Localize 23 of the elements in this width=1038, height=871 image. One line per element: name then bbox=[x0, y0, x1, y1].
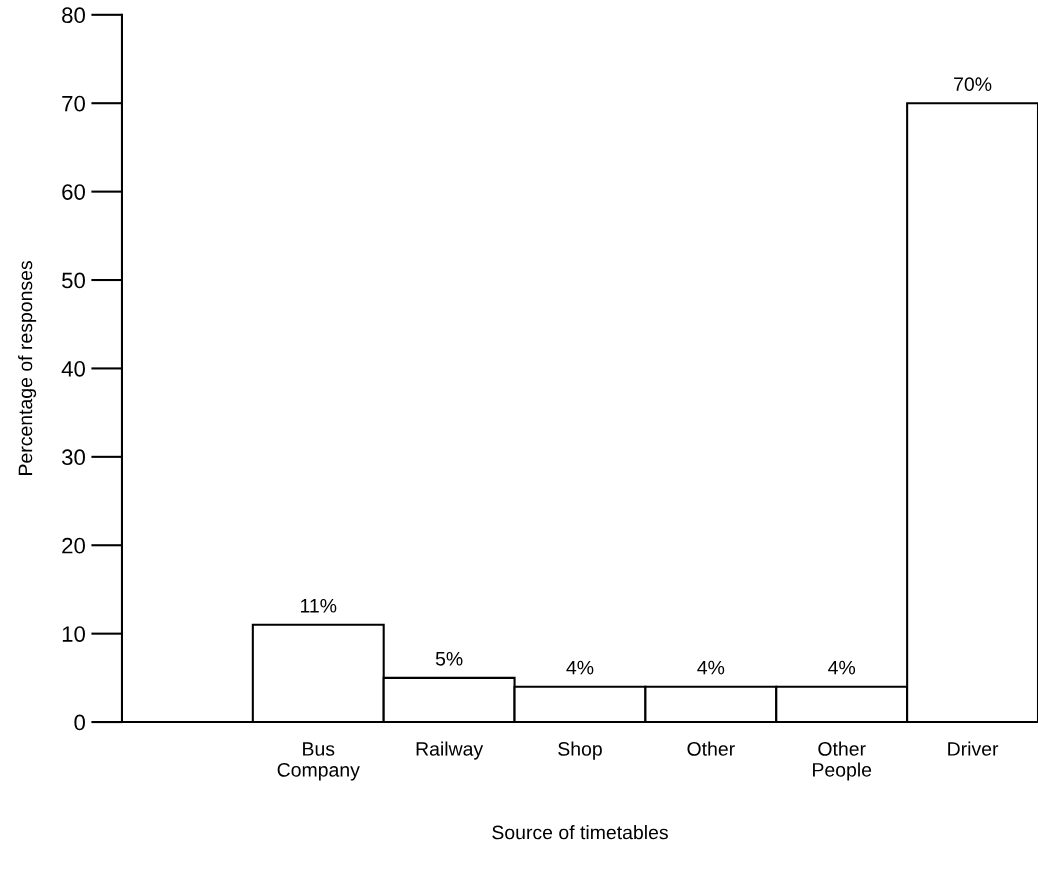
y-tick-label: 70 bbox=[62, 95, 85, 112]
data-label: 11% bbox=[301, 598, 337, 613]
data-label: 4% bbox=[566, 660, 594, 675]
data-label: 4% bbox=[828, 660, 856, 675]
data-label: 5% bbox=[435, 652, 463, 666]
x-tick-label: Railway bbox=[416, 741, 484, 760]
y-tick-label: 40 bbox=[61, 360, 85, 377]
y-tick-label: 80 bbox=[62, 7, 85, 24]
x-tick-label: Other People bbox=[813, 741, 872, 781]
x-axis-title: Source of timetables bbox=[492, 825, 668, 840]
data-label: 70% bbox=[954, 77, 992, 92]
y-tick-label: 0 bbox=[74, 714, 85, 731]
x-tick-label: Bus Company bbox=[277, 742, 360, 781]
y-tick-label: 10 bbox=[62, 626, 85, 642]
y-tick-label: 20 bbox=[62, 537, 85, 554]
y-axis-title: Percentage of responses bbox=[18, 261, 37, 475]
y-tick-label: 30 bbox=[61, 449, 85, 466]
x-tick-label: Driver bbox=[948, 741, 999, 756]
x-tick-label: Shop bbox=[558, 741, 602, 760]
x-tick-label: Other bbox=[687, 741, 735, 756]
y-tick-label: 50 bbox=[62, 272, 85, 289]
y-tick-label: 60 bbox=[62, 184, 85, 200]
data-label: 4% bbox=[697, 660, 725, 675]
